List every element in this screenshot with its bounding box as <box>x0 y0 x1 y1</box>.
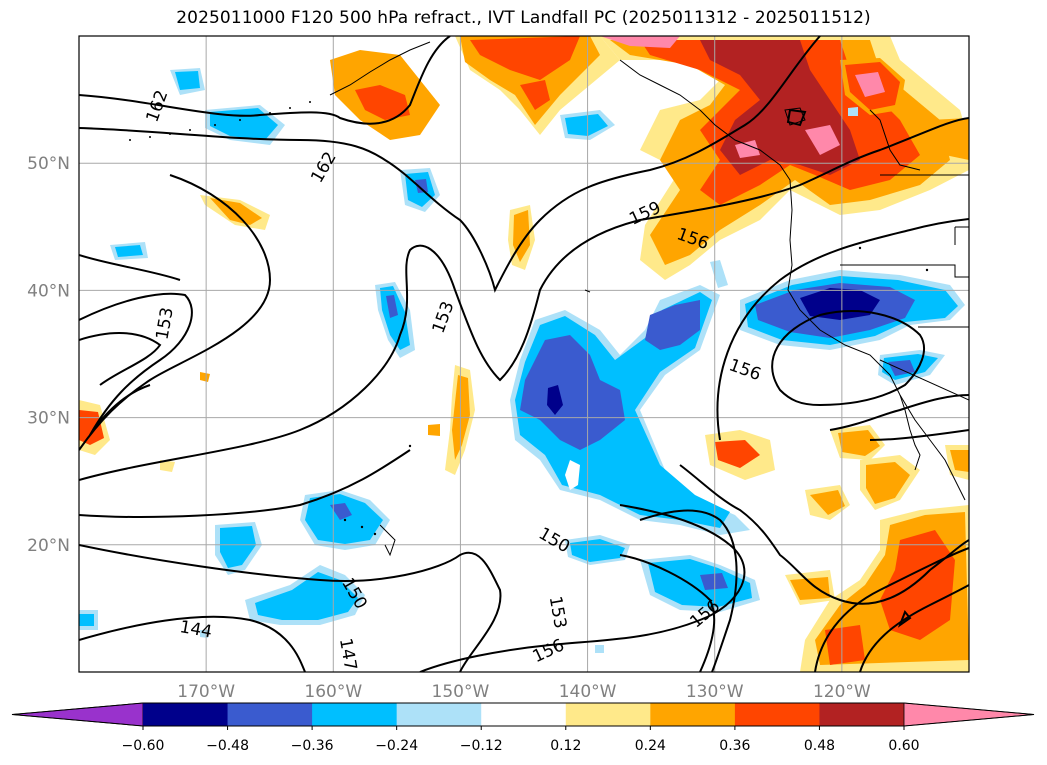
shaded-field <box>79 36 969 672</box>
colorbar-tick-label: 0.24 <box>635 738 666 754</box>
colorbar-under-arrow <box>11 702 144 727</box>
colorbar-segment <box>312 703 398 726</box>
lat-tick-label: 40°N <box>27 281 70 301</box>
colorbar-segment <box>650 703 736 726</box>
lon-tick-label: 150°W <box>432 682 490 702</box>
lon-tick-label: 130°W <box>686 682 744 702</box>
colorbar-tick-label: −0.48 <box>206 738 249 754</box>
height-contours <box>79 36 969 672</box>
lat-tick-label: 50°N <box>27 154 70 174</box>
colorbar-over-arrow <box>903 702 1035 727</box>
colorbar-segment <box>481 703 567 726</box>
colorbar-tick-label: −0.36 <box>291 738 334 754</box>
colorbar-segment <box>143 703 229 726</box>
latitude-tick-labels: 50°N 40°N 30°N 20°N <box>27 154 70 556</box>
lon-tick-label: 120°W <box>813 682 871 702</box>
colorbar-segment <box>734 703 820 726</box>
lon-tick-label: 170°W <box>177 682 235 702</box>
coastlines <box>329 41 969 557</box>
longitude-tick-labels: 170°W 160°W 150°W 140°W 130°W 120°W <box>177 682 871 702</box>
colorbar-tick-label: −0.12 <box>460 738 503 754</box>
colorbar-segment <box>227 703 313 726</box>
lat-tick-label: 30°N <box>27 409 70 429</box>
lat-tick-label: 20°N <box>27 536 70 556</box>
lon-tick-label: 160°W <box>304 682 362 702</box>
colorbar-segment <box>819 703 905 726</box>
colorbar-tick-label: 0.12 <box>550 738 581 754</box>
colorbar-tick-label: 0.60 <box>888 738 919 754</box>
colorbar-segment <box>396 703 482 726</box>
colorbar-tick-label: −0.60 <box>122 738 165 754</box>
islands <box>129 101 929 536</box>
colorbar: −0.60 −0.48 −0.36 −0.24 −0.12 0.12 0.24 0.36 0.4… <box>11 702 1035 754</box>
colorbar-tick-label: 0.48 <box>804 738 835 754</box>
colorbar-tick-label: 0.36 <box>719 738 750 754</box>
lon-tick-label: 140°W <box>559 682 617 702</box>
colorbar-tick-label: −0.24 <box>375 738 418 754</box>
page-title: 2025011000 F120 500 hPa refract., IVT La… <box>176 8 871 28</box>
map-frame <box>78 35 970 673</box>
colorbar-segment <box>565 703 651 726</box>
